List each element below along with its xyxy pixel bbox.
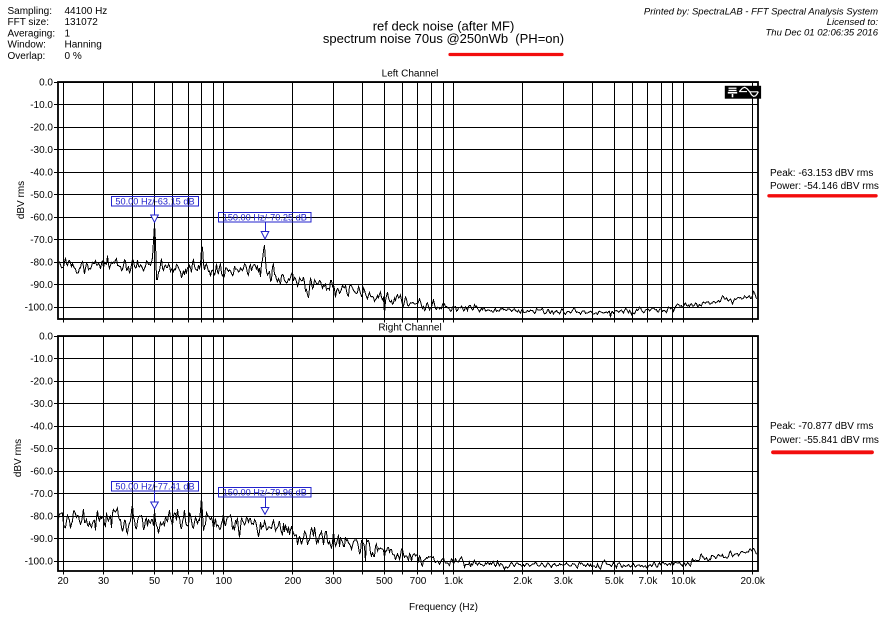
svg-text:Thu Dec 01 02:06:35 2016: Thu Dec 01 02:06:35 2016 [765,28,878,39]
svg-text:-80.0: -80.0 [30,511,53,522]
svg-text:20: 20 [57,576,69,587]
svg-text:spectrum noise 70us @250nWb (: spectrum noise 70us @250nWb (PH=on) [323,31,564,46]
svg-text:-90.0: -90.0 [30,280,53,291]
svg-text:Frequency (Hz): Frequency (Hz) [409,602,478,613]
svg-text:Window:: Window: [8,40,46,51]
svg-text:Hanning: Hanning [65,40,102,51]
svg-text:2.0k: 2.0k [513,576,533,587]
svg-text:-70.0: -70.0 [30,235,53,246]
svg-text:50.00 Hz/-77.41 dB: 50.00 Hz/-77.41 dB [115,481,194,491]
svg-text:FFT size:: FFT size: [8,17,49,28]
svg-text:-80.0: -80.0 [30,257,53,268]
svg-text:-10.0: -10.0 [30,100,53,111]
svg-text:Left Channel: Left Channel [382,69,439,80]
svg-text:1.0k: 1.0k [444,576,464,587]
svg-text:Peak: -70.877 dBV rms: Peak: -70.877 dBV rms [770,421,873,432]
svg-text:20.0k: 20.0k [740,576,765,587]
svg-text:500: 500 [376,576,393,587]
svg-text:-20.0: -20.0 [30,122,53,133]
svg-text:0 %: 0 % [65,51,82,62]
svg-text:dBV rms: dBV rms [16,181,27,219]
svg-text:700: 700 [410,576,427,587]
svg-text:-90.0: -90.0 [30,534,53,545]
svg-text:100: 100 [215,576,232,587]
svg-text:131072: 131072 [65,17,99,28]
svg-text:-100.0: -100.0 [25,556,54,567]
svg-text:150.00 Hz/-70.25 dB: 150.00 Hz/-70.25 dB [223,212,307,222]
svg-text:300: 300 [325,576,342,587]
svg-text:3.0k: 3.0k [554,576,574,587]
svg-text:30: 30 [98,576,110,587]
svg-text:-60.0: -60.0 [30,212,53,223]
svg-text:50.00 Hz/-63.15 dB: 50.00 Hz/-63.15 dB [115,196,194,206]
svg-text:10.0k: 10.0k [671,576,696,587]
svg-text:Peak: -63.153 dBV rms: Peak: -63.153 dBV rms [770,168,873,179]
svg-text:50: 50 [149,576,161,587]
svg-text:dBV rms: dBV rms [13,439,24,477]
svg-text:7.0k: 7.0k [638,576,658,587]
svg-text:-30.0: -30.0 [30,399,53,410]
svg-text:-60.0: -60.0 [30,466,53,477]
svg-text:-50.0: -50.0 [30,190,53,201]
svg-text:44100 Hz: 44100 Hz [65,6,108,17]
svg-text:-40.0: -40.0 [30,167,53,178]
svg-text:Power: -54.146 dBV rms: Power: -54.146 dBV rms [770,181,879,192]
svg-text:70: 70 [183,576,195,587]
svg-text:1: 1 [65,28,71,39]
svg-text:-100.0: -100.0 [25,302,54,313]
svg-text:Averaging:: Averaging: [8,28,56,39]
svg-text:-40.0: -40.0 [30,421,53,432]
svg-text:200: 200 [285,576,302,587]
svg-text:-10.0: -10.0 [30,354,53,365]
svg-text:Overlap:: Overlap: [8,51,46,62]
svg-text:5.0k: 5.0k [605,576,625,587]
svg-text:Power: -55.841 dBV rms: Power: -55.841 dBV rms [770,435,879,446]
svg-text:150.00 Hz/-79.96 dB: 150.00 Hz/-79.96 dB [223,487,307,497]
svg-text:-50.0: -50.0 [30,444,53,455]
svg-text:0.0: 0.0 [39,331,53,342]
svg-text:0.0: 0.0 [39,77,53,88]
svg-text:-20.0: -20.0 [30,376,53,387]
svg-text:Right Channel: Right Channel [378,323,441,334]
svg-text:Licensed to:: Licensed to: [827,17,879,28]
svg-text:Printed by: SpectraLAB - FFT S: Printed by: SpectraLAB - FFT Spectral An… [644,7,878,18]
svg-text:Sampling:: Sampling: [8,6,52,17]
svg-text:ref deck noise (after MF): ref deck noise (after MF) [373,19,515,34]
svg-text:-30.0: -30.0 [30,145,53,156]
svg-text:-70.0: -70.0 [30,489,53,500]
